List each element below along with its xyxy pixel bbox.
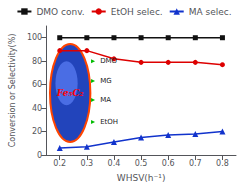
svg-text:Conversion or Selectivity(%): Conversion or Selectivity(%) (8, 34, 17, 148)
svg-text:MG: MG (100, 77, 111, 85)
svg-text:0.2: 0.2 (53, 159, 66, 168)
svg-text:0.4: 0.4 (108, 159, 121, 168)
svg-text:0.3: 0.3 (80, 159, 93, 168)
svg-text:20: 20 (32, 127, 42, 136)
svg-text:40: 40 (32, 104, 42, 113)
svg-text:0.7: 0.7 (189, 159, 202, 168)
svg-text:MA selec.: MA selec. (189, 7, 232, 17)
svg-text:0.6: 0.6 (162, 159, 175, 168)
svg-text:0.5: 0.5 (135, 159, 148, 168)
svg-text:WHSV(h⁻¹): WHSV(h⁻¹) (117, 173, 166, 183)
svg-text:0: 0 (37, 151, 42, 160)
svg-text:DMO: DMO (100, 57, 117, 65)
svg-text:Fe₅C₂: Fe₅C₂ (56, 88, 84, 98)
svg-text:0.8: 0.8 (216, 159, 229, 168)
svg-text:MA: MA (100, 96, 111, 104)
svg-text:EtOH selec.: EtOH selec. (111, 7, 163, 17)
svg-text:100: 100 (27, 33, 42, 42)
svg-text:EtOH: EtOH (100, 118, 118, 126)
svg-text:60: 60 (32, 80, 42, 89)
svg-text:DMO conv.: DMO conv. (36, 7, 84, 17)
svg-text:80: 80 (32, 57, 42, 66)
